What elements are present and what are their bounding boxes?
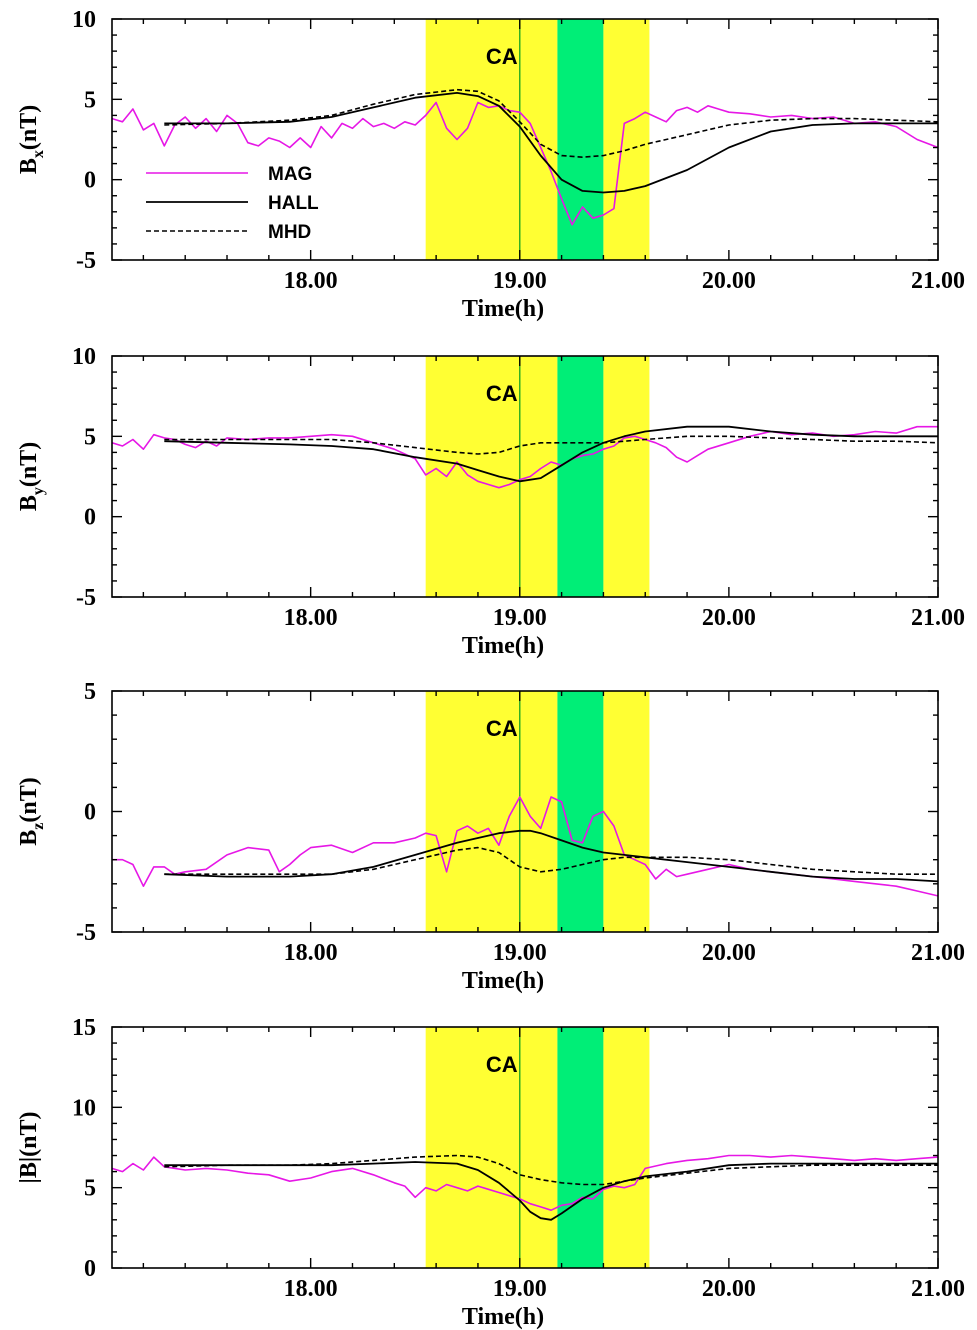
interval-band-green [557,691,604,932]
y-axis-title-unit: (nT) [16,442,42,487]
interval-band-yellow [425,691,558,932]
plot-frame [111,1026,939,1269]
series-line-mag [112,101,938,226]
panel-bx: 18.00 19.00 20.00 21.00 -5 0 5 10 Time(h) Bx(nT) C… [16,7,965,322]
panel-by: 18.00 19.00 20.00 21.00 -5 0 5 10 Time(h) By(nT) C… [16,344,965,659]
series-group [112,88,938,226]
y-tick-label: 10 [72,1095,96,1121]
y-tick-label: 0 [84,1256,96,1282]
x-tick-label: 18.00 [284,1276,338,1302]
y-axis-title-main: B [16,158,42,174]
series-line-mag [112,1154,938,1211]
ca-annotation: CA [486,716,518,741]
y-tick-label: 0 [84,505,96,531]
y-axis-title-unit: (nT) [16,1112,42,1157]
series-group [112,1154,938,1221]
interval-band-green [557,19,604,260]
series-group [112,425,938,489]
y-axis-title: |B|(nT) [16,1112,42,1184]
x-tick-label: 21.00 [911,1276,965,1302]
x-tick-label: 20.00 [702,1276,756,1302]
y-tick-label: -5 [76,585,96,611]
x-tick-label: 18.00 [284,268,338,294]
series-line-mhd [164,846,938,876]
x-axis-title: Time(h) [462,1304,544,1330]
y-tick-label: 10 [72,7,96,33]
x-tick-label: 20.00 [702,940,756,966]
series-line-hall [164,92,938,194]
y-axis-title-subscript: z [30,823,47,830]
interval-band-yellow [603,1027,650,1268]
legend: MAG HALL MHD [146,164,319,243]
y-axis-title: Bx(nT) [16,105,47,174]
interval-band-green [557,1027,604,1268]
x-axis-title: Time(h) [462,296,544,322]
y-tick-label: 0 [84,800,96,826]
y-axis-title-subscript: y [30,487,47,495]
plot-frame [111,355,939,598]
x-tick-label: 19.00 [493,940,547,966]
interval-band-yellow [603,691,650,932]
y-tick-label: 5 [84,424,96,450]
x-tick-label: 19.00 [493,605,547,631]
y-tick-label: 5 [84,1176,96,1202]
y-axis-title: Bz(nT) [16,777,47,845]
y-axis-title-main: |B| [16,1157,42,1184]
y-axis-title: By(nT) [16,442,47,511]
y-tick-label: 5 [84,87,96,113]
x-tick-label: 21.00 [911,605,965,631]
ca-annotation: CA [486,381,518,406]
x-tick-label: 18.00 [284,940,338,966]
series-line-mhd [164,88,938,158]
y-tick-label: -5 [76,248,96,274]
x-tick-label: 21.00 [911,940,965,966]
y-tick-label: 15 [72,1015,96,1041]
series-line-mhd [164,435,938,455]
y-axis-title-unit: (nT) [16,105,42,150]
legend-label-mag: MAG [268,164,312,185]
x-tick-label: 19.00 [493,1276,547,1302]
x-axis-title: Time(h) [462,633,544,659]
series-line-mag [112,796,938,897]
x-tick-label: 19.00 [493,268,547,294]
interval-band-green [557,356,604,597]
x-tick-label: 20.00 [702,605,756,631]
series-line-hall [164,1161,938,1221]
x-axis-title: Time(h) [462,968,544,994]
x-tick-label: 18.00 [284,605,338,631]
interval-band-yellow [603,19,650,260]
y-axis-title-main: B [16,495,42,511]
y-axis-title-subscript: x [30,150,47,158]
series-line-hall [164,425,938,483]
y-axis-title-unit: (nT) [16,777,42,822]
y-axis-title-main: B [16,830,42,846]
interval-band-yellow [425,1027,558,1268]
ca-annotation: CA [486,1052,518,1077]
legend-label-hall: HALL [268,193,319,214]
y-tick-label: 0 [84,168,96,194]
interval-band-yellow [425,356,558,597]
legend-label-mhd: MHD [268,222,311,243]
ca-annotation: CA [486,44,518,69]
series-line-hall [164,829,938,883]
series-group [112,796,938,897]
x-tick-label: 21.00 [911,268,965,294]
plot-frame [111,18,939,261]
panel-bz: 18.00 19.00 20.00 21.00 -5 0 5 Time(h) Bz(nT) CA [16,679,965,994]
interval-band-yellow [603,356,650,597]
x-tick-label: 20.00 [702,268,756,294]
series-line-mag [112,425,938,489]
y-tick-label: -5 [76,920,96,946]
panel-b: 18.00 19.00 20.00 21.00 0 5 10 15 Time(h) |B|(nT)… [16,1015,965,1330]
y-tick-label: 5 [84,679,96,705]
y-tick-label: 10 [72,344,96,370]
series-line-mhd [164,1154,938,1186]
